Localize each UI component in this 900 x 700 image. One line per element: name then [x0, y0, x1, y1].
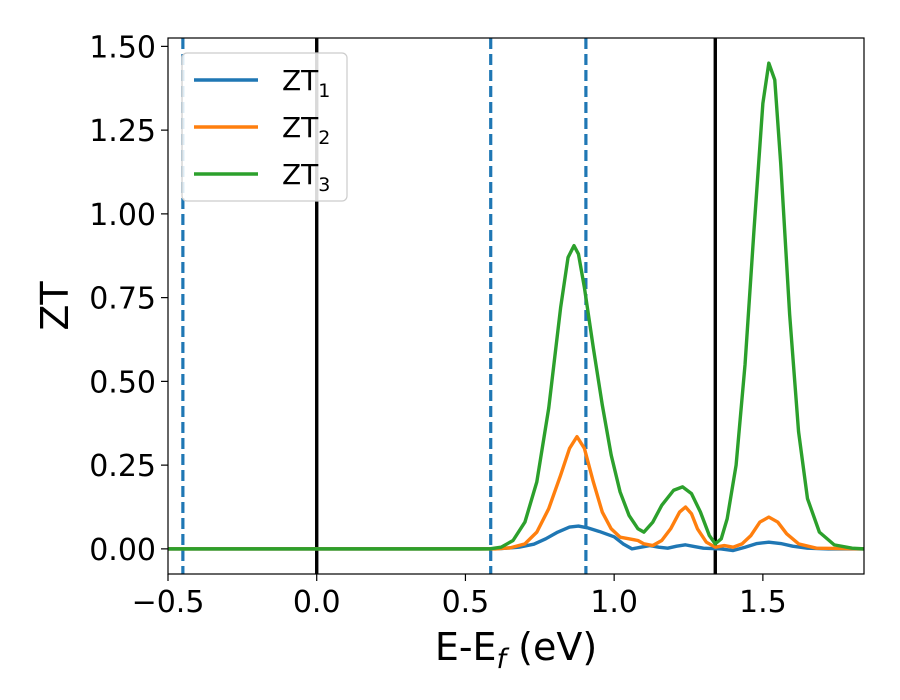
y-tick-label: 0.75 — [89, 282, 156, 317]
legend-label-2: ZT2 — [282, 111, 330, 149]
y-tick-label: 1.50 — [89, 30, 156, 65]
x-tick-label: 1.0 — [590, 585, 638, 620]
series-line-2 — [168, 434, 864, 551]
series-line-1 — [168, 524, 864, 553]
y-tick-label: 1.25 — [89, 114, 156, 149]
x-tick-label: −0.5 — [132, 585, 205, 620]
y-tick-label: 1.00 — [89, 198, 156, 233]
series-group — [168, 61, 864, 553]
legend-label-3: ZT3 — [282, 158, 330, 196]
y-tick-label: 0.25 — [89, 449, 156, 484]
plot-frame — [167, 37, 865, 575]
x-axis-title: E-Ef (eV) — [435, 625, 597, 675]
legend-box — [181, 52, 348, 202]
x-tick-label: 0.0 — [293, 585, 341, 620]
y-tick-label: 0.00 — [89, 533, 156, 568]
series-line-3 — [168, 61, 864, 551]
x-tick-label: 1.5 — [739, 585, 787, 620]
x-tick-label: 0.5 — [442, 585, 490, 620]
legend-label-1: ZT1 — [282, 64, 330, 102]
y-axis-title: ZT — [33, 281, 77, 331]
y-tick-label: 0.50 — [89, 365, 156, 400]
